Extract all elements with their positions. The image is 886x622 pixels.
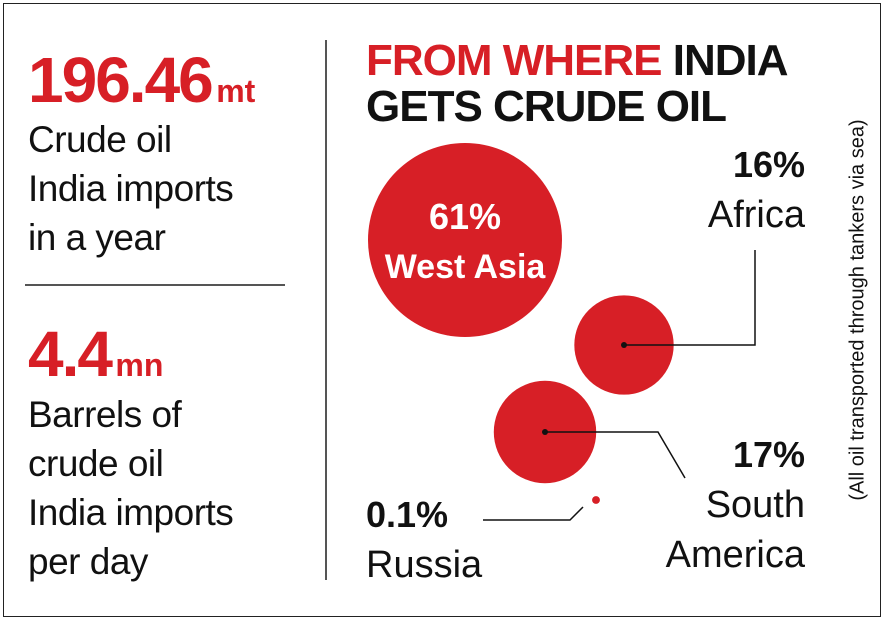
stat-line: per day <box>28 541 148 582</box>
category-label: Africa <box>707 194 805 236</box>
stat-text: Crude oil India imports in a year <box>28 115 234 262</box>
bubble <box>368 143 562 337</box>
leader-dot <box>621 342 627 348</box>
bubble-label: 16% Africa <box>605 140 805 240</box>
title-part: INDIA <box>672 36 789 85</box>
bubble <box>592 496 600 504</box>
stat-text: Barrels of crude oil India imports per day <box>28 390 234 586</box>
title-part: FROM WHERE <box>366 36 663 85</box>
leader-line <box>624 250 756 346</box>
note: (All oil transported through tankers via… <box>846 119 869 501</box>
leader-line <box>483 506 584 521</box>
stat-line: India imports <box>28 168 234 209</box>
value-label: 17% <box>732 434 805 475</box>
chart-title: FROM WHERE INDIA GETS CRUDE OIL <box>366 36 789 131</box>
stat-value: 196.46 <box>28 44 214 116</box>
frame <box>3 3 881 617</box>
leader-dot <box>542 429 548 435</box>
stat-line: Crude oil <box>28 119 172 160</box>
category-label: South America <box>665 484 805 576</box>
stat-value: 4.4 <box>28 318 113 390</box>
bubble-label: 61% West Asia <box>365 192 565 292</box>
bubble-label: 17% South America <box>655 430 805 580</box>
stat-2: 4.4 mn <box>28 322 163 397</box>
bubble-label: 0.1% Russia <box>366 490 566 590</box>
value-label: 61% <box>428 196 502 237</box>
stat-1: 196.46 mt <box>28 48 255 123</box>
category-label: Russia <box>366 544 483 586</box>
value-label: 16% <box>732 144 805 185</box>
leader-line <box>545 431 686 479</box>
stat-line: in a year <box>28 217 166 258</box>
stat-unit: mt <box>216 73 256 109</box>
divider <box>25 284 285 286</box>
stat-line: Barrels of <box>28 394 182 435</box>
value-label: 0.1% <box>366 494 449 535</box>
stat-line: crude oil <box>28 443 164 484</box>
leader-lines <box>483 250 756 521</box>
stat-line: India imports <box>28 492 234 533</box>
divider <box>325 40 327 580</box>
stat-unit: mn <box>115 347 164 383</box>
category-label: West Asia <box>384 248 546 286</box>
title-part: GETS CRUDE OIL <box>366 82 727 131</box>
